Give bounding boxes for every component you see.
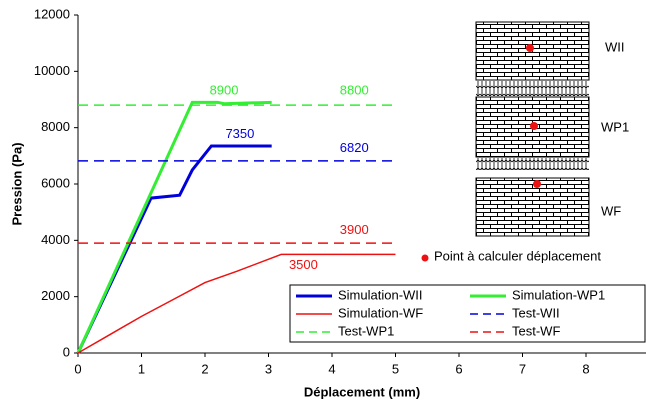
x-tick-label: 4	[328, 361, 335, 376]
legend-label: Simulation-WII	[338, 287, 423, 302]
x-tick-label: 6	[455, 361, 462, 376]
y-tick-label: 10000	[34, 63, 70, 78]
legend-label: Simulation-WF	[338, 305, 423, 320]
y-tick-label: 4000	[41, 232, 70, 247]
legend-label: Test-WII	[512, 305, 560, 320]
point-legend-marker	[421, 254, 429, 262]
annotation: 8800	[340, 82, 369, 97]
series-line	[76, 100, 272, 354]
y-tick-label: 6000	[41, 175, 70, 190]
measure-point	[530, 122, 538, 130]
y-tick-label: 0	[63, 344, 70, 359]
x-tick-label: 0	[74, 361, 81, 376]
annotation: 8900	[210, 82, 239, 97]
annotation: 3900	[340, 222, 369, 237]
legend-label: Simulation-WP1	[512, 287, 605, 302]
wall-wf	[475, 177, 590, 237]
x-tick-label: 3	[265, 361, 272, 376]
x-tick-label: 8	[582, 361, 589, 376]
annotation: 3500	[289, 257, 318, 272]
y-tick-label: 12000	[34, 6, 70, 21]
load-arrows	[476, 81, 589, 96]
series-line	[77, 253, 396, 354]
wall-diagrams: WII WP1 WF Point à calculer déplacement	[421, 21, 629, 263]
y-axis-label: Pression (Pa)	[9, 142, 24, 225]
series-line	[76, 144, 272, 354]
point-legend: Point à calculer déplacement	[434, 248, 601, 263]
legend-box	[289, 284, 646, 343]
y-tick-label: 2000	[41, 288, 70, 303]
legend-label: Test-WF	[512, 323, 560, 338]
annotation: 7350	[225, 126, 254, 141]
diagram-label: WF	[601, 203, 621, 218]
diagram-label: WII	[605, 39, 625, 54]
x-tick-label: 7	[519, 361, 526, 376]
measure-point	[526, 44, 534, 52]
legend-label: Test-WP1	[338, 323, 394, 338]
y-tick-label: 8000	[41, 119, 70, 134]
annotation: 6820	[340, 140, 369, 155]
x-axis-label: Déplacement (mm)	[304, 384, 420, 399]
x-tick-label: 5	[392, 361, 399, 376]
x-tick-label: 1	[138, 361, 145, 376]
load-arrows	[476, 158, 589, 170]
measure-point	[533, 180, 541, 188]
x-tick-label: 2	[201, 361, 208, 376]
diagram-label: WP1	[601, 119, 629, 134]
